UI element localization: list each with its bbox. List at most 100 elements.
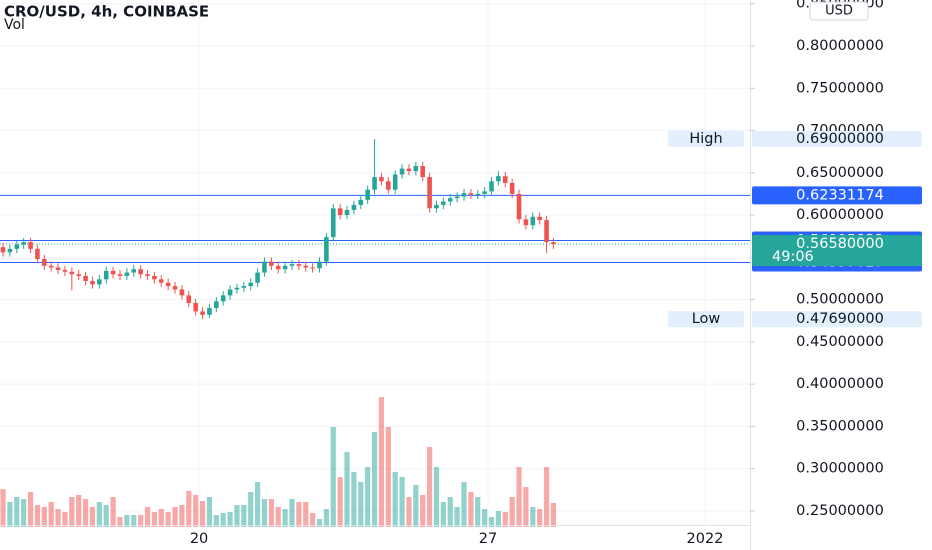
volume-pane: [0, 397, 557, 527]
candle-body: [434, 204, 439, 209]
candle-body: [76, 274, 82, 276]
volume-bar: [268, 499, 274, 527]
candle-body: [241, 286, 247, 288]
candle-body: [165, 282, 171, 287]
marker-value-box: [752, 130, 922, 147]
candle-body: [310, 267, 315, 269]
volume-bar: [254, 482, 261, 527]
volume-bar: [351, 472, 357, 527]
candle-body: [399, 168, 405, 175]
volume-bar: [296, 502, 302, 527]
volume-bar: [62, 512, 68, 527]
price-label: 0.62331174: [796, 187, 884, 203]
candle-body: [358, 199, 364, 205]
candle-body: [461, 193, 467, 197]
candle-body: [482, 191, 487, 194]
volume-bar: [495, 511, 501, 527]
symbol-title: CRO/USD, 4h, COINBASE: [4, 3, 209, 21]
volume-bar: [124, 515, 130, 527]
volume-bar: [138, 515, 144, 527]
volume-bar: [193, 495, 199, 527]
volume-bar: [516, 467, 522, 527]
volume-bar: [220, 513, 226, 527]
volume-bar: [358, 482, 364, 527]
candle-body: [117, 274, 123, 276]
candle-body: [420, 166, 426, 178]
candle-body: [220, 295, 226, 302]
candle-body: [90, 281, 95, 285]
candle-body: [530, 216, 536, 226]
candle-body: [200, 311, 205, 315]
candle-body: [193, 302, 198, 312]
candle-body: [186, 295, 192, 303]
candle-body: [489, 181, 494, 192]
volume-bar: [413, 485, 419, 527]
volume-bar: [399, 477, 405, 527]
candle-body: [475, 193, 481, 195]
volume-bar: [371, 432, 378, 527]
candle-body: [227, 289, 233, 296]
candle-body: [42, 259, 47, 266]
volume-bar: [537, 509, 543, 527]
candle-body: [28, 242, 33, 249]
last-price-box: [752, 234, 922, 266]
candle-body: [496, 176, 501, 182]
marker-value: 0.69000000: [796, 131, 884, 147]
volume-bar: [440, 502, 446, 527]
y-tick-label: 0.50000000: [796, 292, 884, 308]
candle-body: [179, 289, 185, 296]
y-tick-label: 0.65000000: [796, 165, 884, 181]
volume-bar: [461, 482, 467, 527]
candles: [0, 138, 556, 320]
volume-bar: [213, 515, 219, 527]
volume-bar: [7, 502, 13, 527]
volume-bar: [186, 491, 192, 527]
candle-body: [262, 261, 267, 273]
candle-body: [110, 270, 116, 275]
currency-label[interactable]: USD: [825, 4, 853, 19]
candle-body: [516, 193, 522, 220]
candle-body: [447, 198, 453, 202]
volume-bar: [206, 497, 213, 527]
volume-bar: [151, 512, 157, 527]
volume-bar: [103, 505, 109, 527]
volume-bar: [447, 497, 453, 527]
candle-body: [97, 279, 102, 285]
volume-bar: [275, 507, 281, 527]
volume-bar: [110, 497, 116, 527]
candle-body: [427, 177, 432, 209]
candle-body: [248, 282, 254, 287]
candle-body: [83, 275, 88, 282]
volume-bar: [482, 509, 488, 527]
candle-body: [392, 174, 398, 190]
candle-body: [454, 196, 460, 199]
volume-bar: [337, 477, 343, 527]
candle-body: [372, 177, 377, 190]
marker-value-box: [752, 311, 922, 328]
price-lines: [0, 194, 750, 263]
candle-body: [48, 265, 54, 268]
marker-name-box: [668, 130, 744, 147]
volume-bar: [530, 507, 536, 527]
volume-bar: [165, 512, 171, 527]
candle-body: [269, 261, 274, 266]
candle-body: [145, 274, 150, 276]
marker-name-box: [668, 311, 744, 328]
volume-bar: [158, 509, 164, 527]
volume-bar: [475, 497, 481, 527]
volume-bar: [323, 509, 329, 527]
volume-bar: [468, 492, 474, 527]
candle-body: [7, 248, 13, 253]
candle-body: [544, 220, 549, 243]
candle-body: [509, 182, 515, 194]
candle-body: [413, 166, 419, 172]
candle-body: [14, 244, 20, 249]
volume-bar: [543, 467, 550, 527]
currency-button[interactable]: [809, 1, 869, 21]
volume-bar: [488, 517, 495, 527]
volume-bar: [55, 509, 61, 527]
candle-body: [351, 204, 357, 210]
candle-body: [296, 264, 302, 266]
candle-body: [207, 308, 212, 315]
volume-bar: [89, 507, 96, 527]
